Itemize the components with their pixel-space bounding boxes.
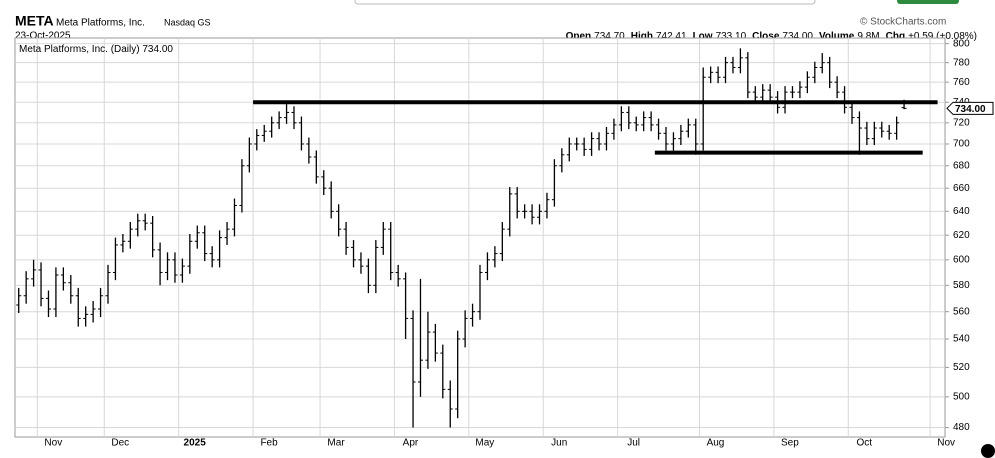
x-tick-label: Jun — [551, 438, 567, 449]
x-tick-label: Feb — [260, 438, 278, 449]
quote-value: 734.00 — [782, 31, 813, 42]
y-tick-label: 560 — [953, 306, 970, 317]
legend-name: Meta Platforms, Inc. (Daily) — [19, 44, 140, 55]
symbol: META — [15, 13, 54, 29]
y-tick-label: 520 — [953, 362, 970, 373]
y-tick-label: 580 — [953, 280, 970, 291]
x-tick-label: 2025 — [184, 438, 207, 449]
x-tick-label: Nov — [44, 438, 62, 449]
legend: Meta Platforms, Inc. (Daily) 734.00 — [19, 44, 173, 55]
plot-area — [14, 37, 946, 438]
y-tick-label: 780 — [953, 57, 970, 68]
quote-value: +0.59 (+0.08%) — [908, 31, 977, 42]
quote-label: Volume — [819, 31, 855, 42]
y-tick-label: 700 — [953, 139, 970, 150]
dot — [981, 444, 995, 458]
legend-value: 734.00 — [142, 44, 173, 55]
y-tick-label: 720 — [953, 117, 970, 128]
x-tick-label: Jul — [627, 438, 640, 449]
x-tick-label: Sep — [781, 438, 799, 449]
y-tick-label: 480 — [953, 422, 970, 433]
y-tick-label: 620 — [953, 230, 970, 241]
search-box[interactable] — [354, 0, 816, 5]
x-tick-label: May — [475, 438, 494, 449]
x-tick-label: Dec — [111, 438, 129, 449]
y-tick-label: 500 — [953, 392, 970, 403]
quote-label: Open — [566, 31, 592, 42]
date: 23-Oct-2025 — [15, 31, 71, 42]
credit: © StockCharts.com — [860, 17, 946, 28]
company-name: Meta Platforms, Inc. — [56, 18, 145, 29]
x-tick-label: Mar — [327, 438, 345, 449]
quote: Open 734.70 High 742.41 Low 733.10 Close 734.00… — [566, 31, 977, 42]
price-tag-label: 734.00 — [955, 104, 986, 115]
y-tick-label: 540 — [953, 334, 970, 345]
x-tick-label: Nov — [937, 438, 955, 449]
exchange: Nasdaq GS — [164, 17, 211, 27]
x-tick-label: Aug — [707, 438, 725, 449]
quote-label: High — [631, 31, 653, 42]
quote-label: Chg — [886, 31, 905, 42]
quote-label: Close — [752, 31, 780, 42]
price-bars — [16, 48, 907, 428]
y-tick-label: 800 — [953, 38, 970, 49]
y-tick-label: 600 — [953, 254, 970, 265]
quote-value: 733.10 — [716, 31, 747, 42]
top-button[interactable] — [897, 0, 959, 4]
price-tag: 734.00 — [946, 101, 994, 115]
y-tick-label: 660 — [953, 183, 970, 194]
quote-value: 742.41 — [656, 31, 687, 42]
quote-label: Low — [693, 31, 713, 42]
y-tick-label: 640 — [953, 206, 970, 217]
x-tick-label: Oct — [856, 438, 872, 449]
price-tag-shape — [946, 101, 994, 115]
grid — [15, 38, 945, 437]
y-tick-label: 760 — [953, 77, 970, 88]
x-tick-label: Apr — [403, 438, 419, 449]
quote-value: 9.8M — [857, 31, 879, 42]
quote-value: 734.70 — [594, 31, 625, 42]
y-tick-label: 680 — [953, 160, 970, 171]
